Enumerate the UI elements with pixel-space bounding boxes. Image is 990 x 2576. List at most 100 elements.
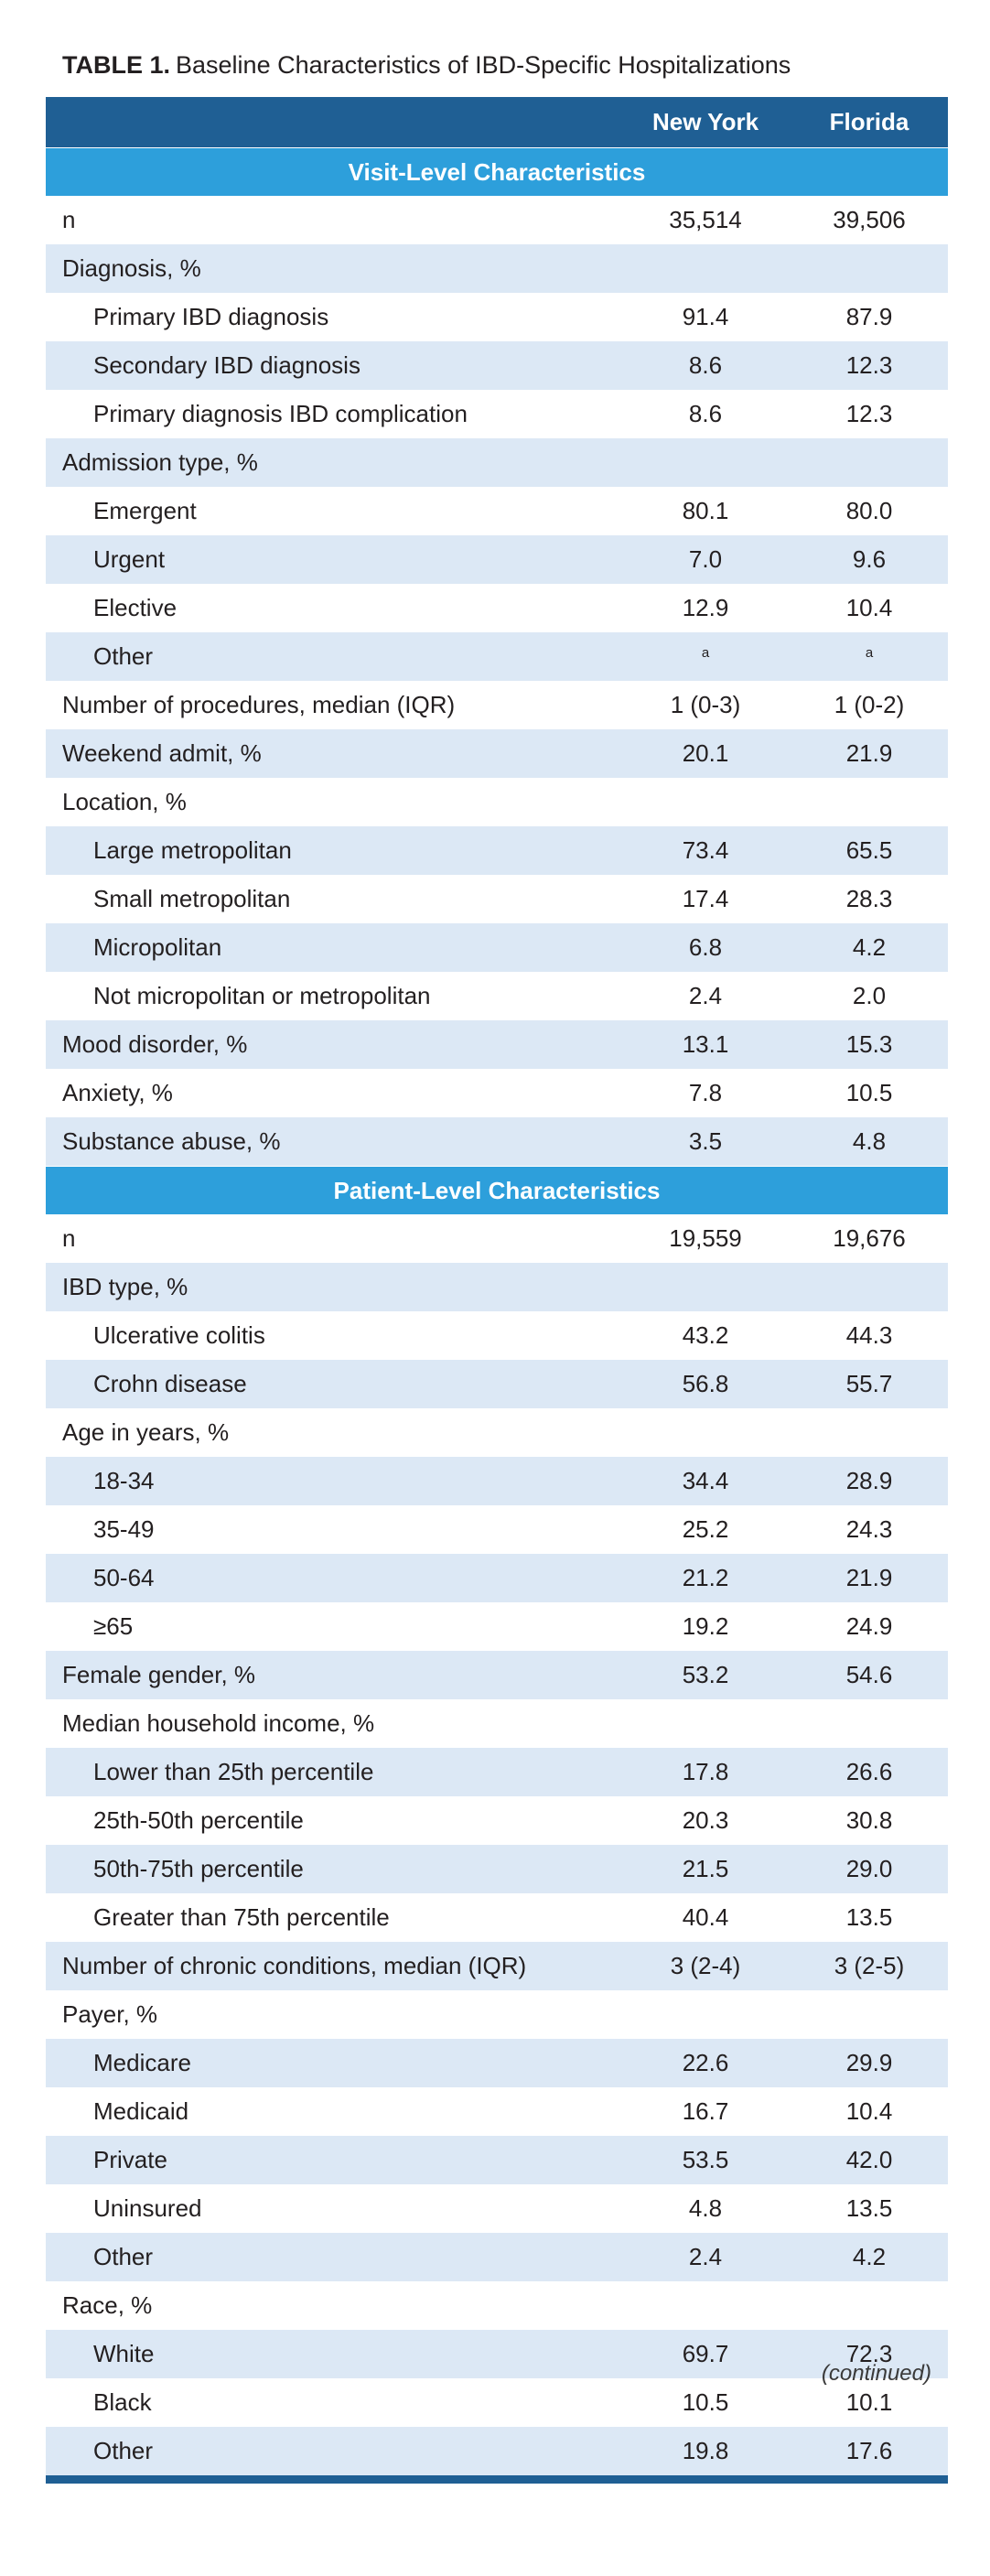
table-row: Location, %: [46, 778, 948, 826]
table-number: TABLE 1.: [62, 51, 171, 79]
cell-new-york: 19,559: [669, 1224, 742, 1252]
row-label: Location, %: [62, 788, 187, 815]
table-row: Female gender, % 53.2 54.6: [46, 1651, 948, 1699]
table-row: White 69.7 72.3: [46, 2330, 948, 2378]
table-row: n 19,559 19,676: [46, 1214, 948, 1263]
row-label: Number of procedures, median (IQR): [62, 691, 456, 718]
row-label: n: [62, 1224, 76, 1252]
cell-new-york: a: [620, 642, 791, 671]
table-row: 50-64 21.2 21.9: [46, 1554, 948, 1602]
cell-florida: 3 (2-5): [834, 1952, 905, 1979]
cell-florida: 39,506: [833, 206, 906, 233]
table-row: Substance abuse, % 3.5 4.8: [46, 1117, 948, 1166]
cell-florida: 26.6: [845, 1758, 893, 1785]
cell-florida: 24.9: [845, 1612, 893, 1640]
table-title: Baseline Characteristics of IBD-Specific…: [176, 51, 791, 79]
table-row: Lower than 25th percentile 17.8 26.6: [46, 1748, 948, 1796]
cell-new-york: 12.9: [682, 594, 729, 621]
row-label: Race, %: [62, 2291, 153, 2319]
cell-new-york: 40.4: [682, 1903, 729, 1931]
cell-florida: 10.4: [845, 594, 893, 621]
cell-florida: 80.0: [845, 497, 893, 524]
row-label: Payer, %: [62, 2000, 158, 2028]
table-body: Visit-Level Characteristics n 35,514 39,506…: [46, 147, 948, 2475]
row-label: Other: [93, 2243, 154, 2270]
cell-new-york: 53.5: [682, 2146, 729, 2173]
row-label: Micropolitan: [93, 933, 222, 961]
table-row: Primary IBD diagnosis 91.4 87.9: [46, 293, 948, 341]
row-label: Mood disorder, %: [62, 1030, 248, 1058]
cell-florida: 54.6: [845, 1661, 893, 1688]
table-row: 18-34 34.4 28.9: [46, 1457, 948, 1505]
cell-new-york: 6.8: [688, 933, 723, 961]
cell-florida: 13.5: [845, 2194, 893, 2222]
table-bottom-rule: [46, 2475, 948, 2484]
cell-new-york: 2.4: [688, 982, 723, 1009]
cell-florida: 65.5: [845, 836, 893, 864]
table-row: Number of procedures, median (IQR) 1 (0-3…: [46, 681, 948, 729]
row-label: Lower than 25th percentile: [93, 1758, 374, 1785]
table-row: Mood disorder, % 13.1 15.3: [46, 1020, 948, 1069]
cell-florida: 42.0: [845, 2146, 893, 2173]
table-row: Weekend admit, % 20.1 21.9: [46, 729, 948, 778]
cell-new-york: 3.5: [688, 1127, 723, 1155]
cell-florida: 29.0: [845, 1855, 893, 1882]
table-row: Crohn disease 56.8 55.7: [46, 1360, 948, 1408]
cell-new-york: 1 (0-3): [670, 691, 741, 718]
cell-florida: 1 (0-2): [834, 691, 905, 718]
cell-new-york: 35,514: [669, 206, 742, 233]
cell-new-york: 91.4: [682, 303, 729, 330]
cell-florida: 4.2: [852, 2243, 887, 2270]
cell-florida: 87.9: [845, 303, 893, 330]
cell-new-york: 19.8: [682, 2437, 729, 2464]
table-row: Ulcerative colitis 43.2 44.3: [46, 1311, 948, 1360]
row-label: Other: [93, 2437, 154, 2464]
cell-florida: 4.8: [852, 1127, 887, 1155]
cell-new-york: 56.8: [682, 1370, 729, 1397]
cell-new-york: 8.6: [688, 351, 723, 379]
cell-new-york: 25.2: [682, 1515, 729, 1543]
table-row: n 35,514 39,506: [46, 196, 948, 244]
row-label: Substance abuse, %: [62, 1127, 281, 1155]
column-header-florida: Florida: [829, 108, 909, 135]
cell-florida: 29.9: [845, 2049, 893, 2076]
table-row: Small metropolitan 17.4 28.3: [46, 875, 948, 923]
table-row: Large metropolitan 73.4 65.5: [46, 826, 948, 875]
table-row: Race, %: [46, 2281, 948, 2330]
row-label: Primary diagnosis IBD complication: [93, 400, 468, 427]
cell-florida: 21.9: [845, 739, 893, 767]
table-row: Micropolitan 6.8 4.2: [46, 923, 948, 972]
cell-new-york: 16.7: [682, 2097, 729, 2125]
row-label: Black: [93, 2388, 152, 2416]
cell-new-york: 13.1: [682, 1030, 729, 1058]
table-row: Not micropolitan or metropolitan 2.4 2.0: [46, 972, 948, 1020]
cell-florida: 28.3: [845, 885, 893, 912]
row-label: Number of chronic conditions, median (IQ…: [62, 1952, 527, 1979]
cell-new-york: 19.2: [682, 1612, 729, 1640]
table-row: Uninsured 4.8 13.5: [46, 2184, 948, 2233]
table-row: Medicaid 16.7 10.4: [46, 2087, 948, 2136]
table-row: Primary diagnosis IBD complication 8.6 12.…: [46, 390, 948, 438]
cell-new-york: 43.2: [682, 1321, 729, 1349]
table-row: 50th-75th percentile 21.5 29.0: [46, 1845, 948, 1893]
table-row: Anxiety, % 7.8 10.5: [46, 1069, 948, 1117]
cell-new-york: 73.4: [682, 836, 729, 864]
footnote-marker: a: [865, 645, 874, 661]
cell-new-york: 20.3: [682, 1806, 729, 1834]
cell-new-york: 17.8: [682, 1758, 729, 1785]
row-label: Anxiety, %: [62, 1079, 173, 1106]
cell-new-york: 4.8: [688, 2194, 723, 2222]
cell-florida: 19,676: [833, 1224, 906, 1252]
table-row: Other 2.4 4.2: [46, 2233, 948, 2281]
row-label: 35-49: [93, 1515, 155, 1543]
cell-new-york: 21.5: [682, 1855, 729, 1882]
table-row: Other 19.8 17.6: [46, 2427, 948, 2475]
table-row: Greater than 75th percentile 40.4 13.5: [46, 1893, 948, 1942]
row-label: Diagnosis, %: [62, 254, 201, 282]
row-label: Admission type, %: [62, 448, 258, 476]
table-row: Private 53.5 42.0: [46, 2136, 948, 2184]
row-label: White: [93, 2340, 155, 2367]
cell-new-york: 8.6: [688, 400, 723, 427]
table-row: Secondary IBD diagnosis 8.6 12.3: [46, 341, 948, 390]
table-row: 25th-50th percentile 20.3 30.8: [46, 1796, 948, 1845]
